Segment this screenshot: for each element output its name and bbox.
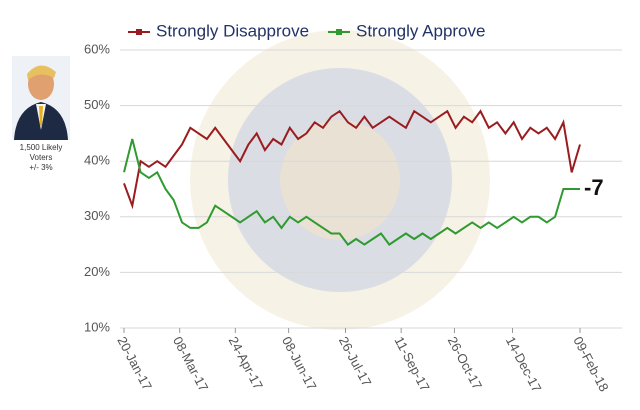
series-line <box>123 138 580 246</box>
legend-marker <box>336 29 342 35</box>
legend-label: Strongly Disapprove <box>156 21 309 40</box>
x-tick-label: 09-Feb-18 <box>570 334 611 394</box>
sample-note: Voters <box>30 153 53 162</box>
y-tick-label: 60% <box>84 41 110 56</box>
y-tick-label: 10% <box>84 319 110 334</box>
x-tick-label: 08-Mar-17 <box>170 334 211 394</box>
annotation: -7 <box>584 175 604 200</box>
legend-label: Strongly Approve <box>356 21 485 40</box>
x-tick-label: 20-Jan-17 <box>114 334 155 393</box>
sample-note: 1,500 Likely <box>20 143 63 152</box>
series-line <box>123 109 581 210</box>
y-tick-label: 50% <box>84 97 110 112</box>
x-tick-label: 14-Dec-17 <box>503 334 545 395</box>
y-tick-label: 30% <box>84 208 110 223</box>
portrait <box>12 56 70 140</box>
x-tick-label: 26-Jul-17 <box>336 334 375 389</box>
x-tick-label: 24-Apr-17 <box>226 334 266 392</box>
x-tick-label: 08-Jun-17 <box>279 334 320 393</box>
x-tick-label: 26-Oct-17 <box>445 334 485 392</box>
seal <box>190 30 490 330</box>
y-tick-label: 40% <box>84 153 110 168</box>
legend-marker <box>136 29 142 35</box>
x-tick-label: 11-Sep-17 <box>391 334 432 394</box>
y-tick-label: 20% <box>84 264 110 279</box>
sample-note: +/- 3% <box>29 163 52 172</box>
